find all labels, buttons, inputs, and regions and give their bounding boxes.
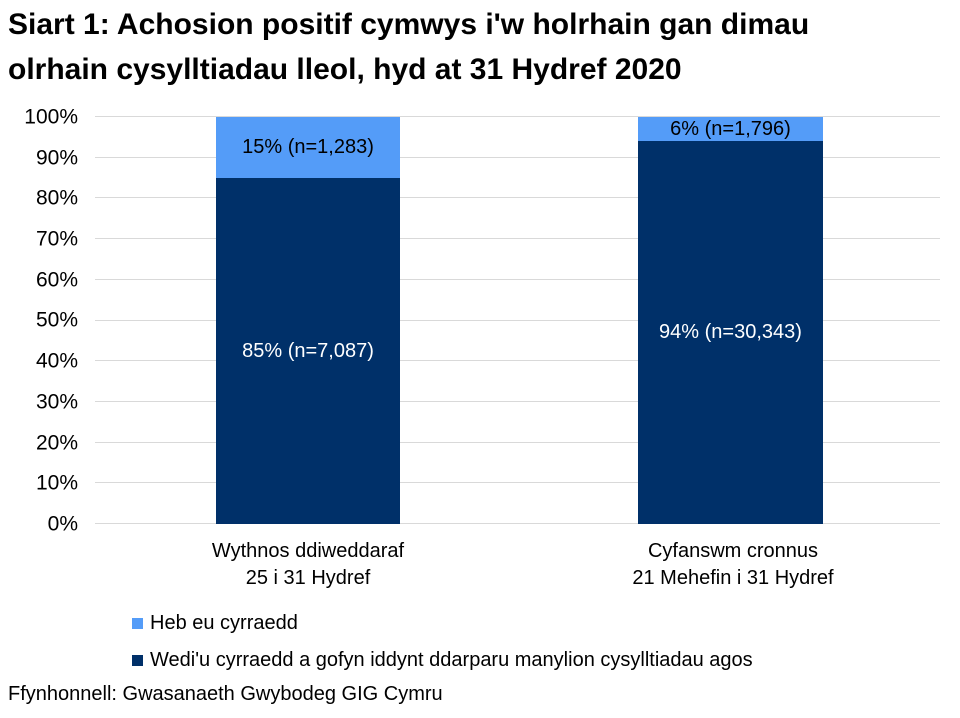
- bar-cumulative-segment-not-reached: 6% (n=1,796): [638, 117, 823, 142]
- gridline-70: [95, 238, 940, 240]
- bar-latest-week-segment-not-reached: 15% (n=1,283): [216, 117, 400, 179]
- legend-swatch-dark-navy: [132, 654, 143, 666]
- bar-latest-week: 15% (n=1,283) 85% (n=7,087): [216, 117, 400, 524]
- legend-label-reached: Wedi'u cyrraedd a gofyn iddynt ddarparu …: [150, 649, 753, 671]
- y-tick-40: 40%: [35, 349, 78, 373]
- x-label-cumulative-line-2: 21 Mehefin i 31 Hydref: [632, 567, 834, 589]
- legend-item-reached: Wedi'u cyrraedd a gofyn iddynt ddarparu …: [132, 647, 753, 673]
- gridline-90: [95, 156, 940, 158]
- source-note: Ffynhonnell: Gwasanaeth Gwybodeg GIG Cym…: [8, 683, 443, 705]
- bar-latest-week-segment-reached: 85% (n=7,087): [216, 178, 400, 524]
- x-label-cumulative: Cyfanswm cronnus 21 Mehefin i 31 Hydref: [583, 538, 883, 592]
- y-tick-100: 100%: [24, 105, 78, 129]
- plot-area: 15% (n=1,283) 85% (n=7,087) 6% (n=1,796)…: [95, 116, 940, 524]
- chart-title-line-1: Siart 1: Achosion positif cymwys i'w hol…: [8, 8, 810, 41]
- gridline-20: [95, 441, 940, 443]
- gridline-50: [95, 319, 940, 321]
- gridline-80: [95, 197, 940, 199]
- x-label-latest-week: Wythnos ddiweddaraf 25 i 31 Hydref: [158, 538, 458, 592]
- chart-title: Siart 1: Achosion positif cymwys i'w hol…: [8, 2, 954, 92]
- legend-label-not-reached: Heb eu cyrraedd: [150, 612, 298, 634]
- gridline-0: [95, 523, 940, 524]
- bar-latest-week-label-not-reached: 15% (n=1,283): [242, 136, 374, 159]
- bar-cumulative-label-reached: 94% (n=30,343): [659, 321, 802, 344]
- x-label-latest-week-line-2: 25 i 31 Hydref: [245, 567, 371, 589]
- legend-swatch-light-blue: [132, 617, 143, 629]
- x-label-latest-week-line-1: Wythnos ddiweddaraf: [211, 540, 405, 562]
- bar-cumulative: 6% (n=1,796) 94% (n=30,343): [638, 117, 823, 524]
- bar-cumulative-segment-reached: 94% (n=30,343): [638, 141, 823, 524]
- y-tick-60: 60%: [35, 268, 78, 292]
- gridline-100: [95, 116, 940, 117]
- x-label-cumulative-line-1: Cyfanswm cronnus: [647, 540, 819, 562]
- chart-legend: Heb eu cyrraedd Wedi'u cyrraedd a gofyn …: [132, 610, 753, 684]
- chart-title-line-2: olrhain cysylltiadau lleol, hyd at 31 Hy…: [8, 53, 682, 86]
- y-tick-50: 50%: [35, 308, 78, 332]
- y-tick-0: 0%: [47, 512, 78, 536]
- gridline-30: [95, 400, 940, 402]
- gridline-60: [95, 278, 940, 280]
- bar-latest-week-label-reached: 85% (n=7,087): [242, 339, 374, 362]
- bar-cumulative-label-not-reached: 6% (n=1,796): [670, 117, 791, 140]
- y-tick-20: 20%: [35, 431, 78, 455]
- gridline-40: [95, 360, 940, 362]
- y-tick-10: 10%: [35, 471, 78, 495]
- y-tick-90: 90%: [35, 146, 78, 170]
- y-tick-70: 70%: [35, 227, 78, 251]
- y-tick-80: 80%: [35, 186, 78, 210]
- y-tick-30: 30%: [35, 390, 78, 414]
- legend-item-not-reached: Heb eu cyrraedd: [132, 610, 753, 636]
- gridline-10: [95, 482, 940, 484]
